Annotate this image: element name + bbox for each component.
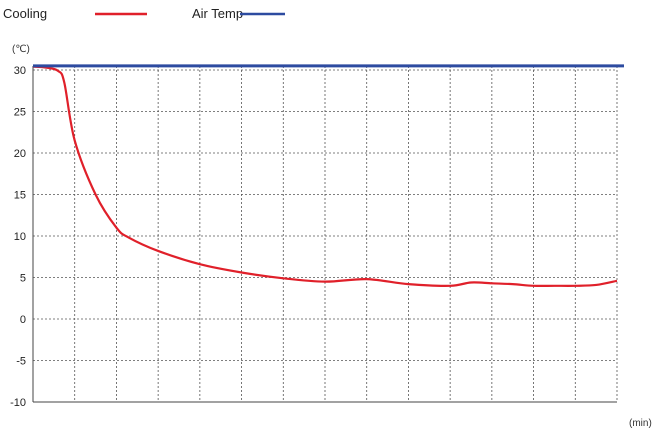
series-line-cooling — [32, 65, 618, 288]
legend: Cooling Air Temp — [3, 6, 285, 21]
y-tick-label: 20 — [14, 148, 26, 160]
y-tick-label: 25 — [14, 107, 26, 119]
y-tick-label: 15 — [14, 190, 26, 202]
axes — [32, 66, 617, 403]
grid — [33, 66, 618, 402]
y-tick-label: 30 — [14, 65, 26, 77]
y-axis-ticks: 30 25 20 15 10 5 0 -5 -10 — [10, 65, 26, 409]
y-tick-label: 0 — [20, 314, 26, 326]
y-tick-label: -5 — [16, 356, 26, 368]
y-tick-label: 5 — [20, 273, 26, 285]
y-axis-unit-label: (℃) — [12, 44, 30, 55]
y-tick-label: 10 — [14, 231, 26, 243]
legend-label-cooling: Cooling — [3, 6, 47, 21]
x-axis-unit-label: (min) — [629, 418, 652, 429]
series-layer — [32, 64, 624, 288]
y-tick-label: -10 — [10, 397, 26, 409]
legend-label-air-temp: Air Temp — [192, 6, 243, 21]
